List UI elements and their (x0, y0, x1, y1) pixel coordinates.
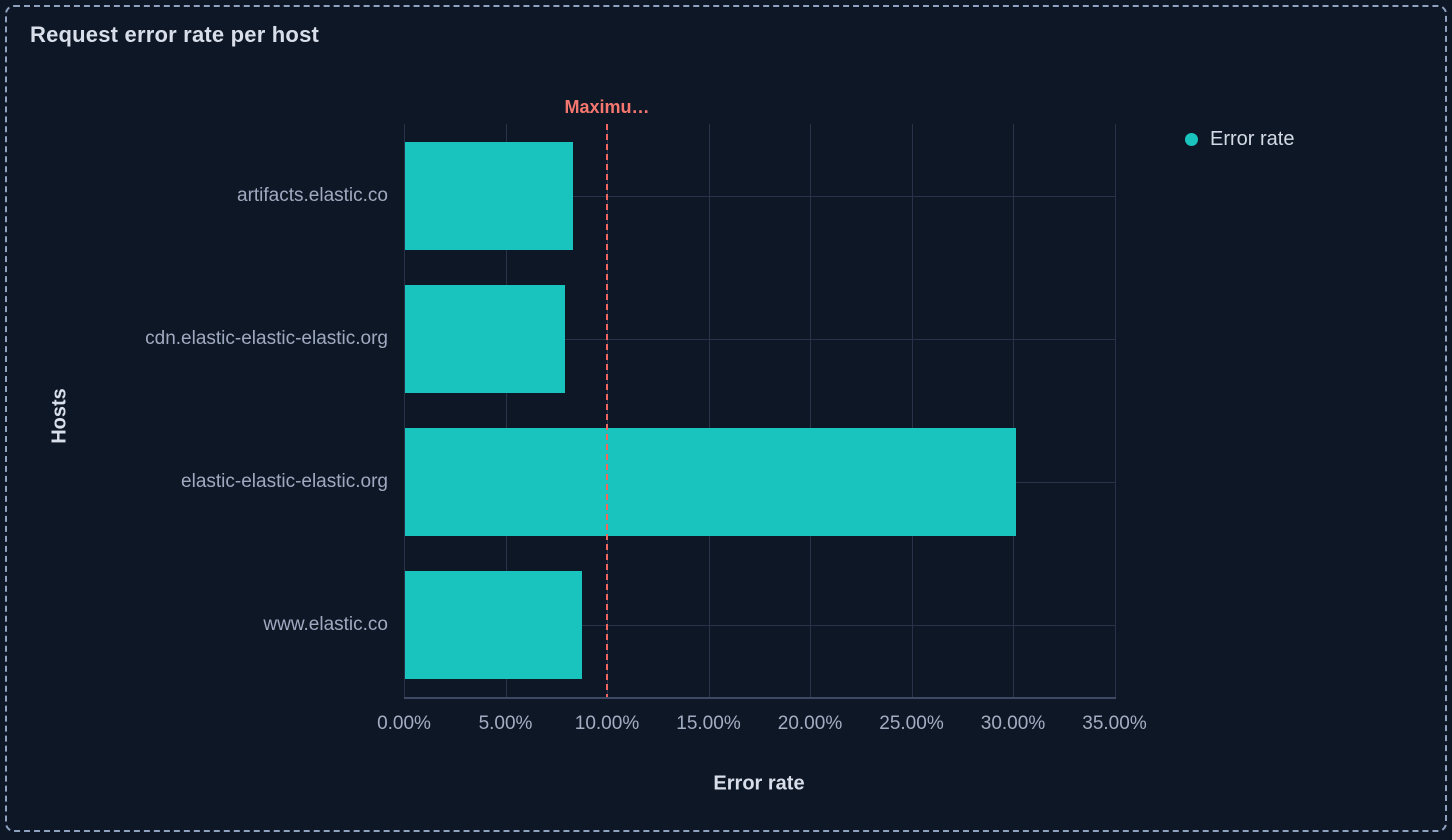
vertical-gridline (1013, 124, 1014, 697)
legend-label: Error rate (1210, 128, 1295, 150)
y-tick-label: artifacts.elastic.co (237, 184, 388, 206)
plot-area: artifacts.elastic.co cdn.elastic-elastic-… (7, 7, 1445, 830)
y-tick-label: elastic-elastic-elastic.org (181, 471, 388, 493)
x-tick-label: 15.00% (676, 713, 741, 734)
y-tick-label: www.elastic.co (263, 614, 388, 636)
y-axis-title: Hosts (48, 388, 71, 444)
legend-item-error-rate[interactable]: Error rate (1185, 128, 1294, 151)
x-axis-title: Error rate (713, 772, 805, 795)
vertical-gridline (911, 124, 913, 697)
vertical-gridline (404, 124, 405, 697)
bar-artifacts.elastic.co[interactable] (405, 141, 574, 250)
x-tick-label: 30.00% (980, 713, 1046, 734)
x-tick-label: 20.00% (777, 713, 843, 734)
vertical-gridline (708, 124, 710, 697)
threshold-label: Maximu… (564, 97, 650, 117)
horizontal-gridline (404, 195, 1115, 197)
x-tick-label: 25.00% (879, 713, 944, 734)
x-tick-label: 0.00% (377, 713, 431, 734)
horizontal-gridline (404, 625, 1115, 627)
vertical-gridline (810, 124, 811, 697)
horizontal-gridline (404, 338, 1115, 340)
legend-dot-icon (1185, 133, 1198, 146)
panel-title: Request error rate per host (30, 22, 320, 47)
bar-www.elastic.co[interactable] (405, 571, 582, 680)
chart-panel: Request error rate per host artifacts.el… (5, 5, 1447, 832)
x-tick-label: 10.00% (574, 713, 640, 734)
bar-elastic-elastic-elastic.org[interactable] (405, 428, 1017, 537)
y-tick-label: cdn.elastic-elastic-elastic.org (145, 327, 388, 349)
x-axis-line (404, 697, 1116, 699)
x-tick-label: 35.00% (1082, 713, 1147, 734)
vertical-gridline (505, 124, 507, 697)
bar-cdn.elastic-elastic-elastic.org[interactable] (405, 284, 566, 393)
threshold-line (606, 124, 608, 697)
x-tick-label: 5.00% (478, 713, 533, 734)
vertical-gridline (1114, 124, 1116, 697)
